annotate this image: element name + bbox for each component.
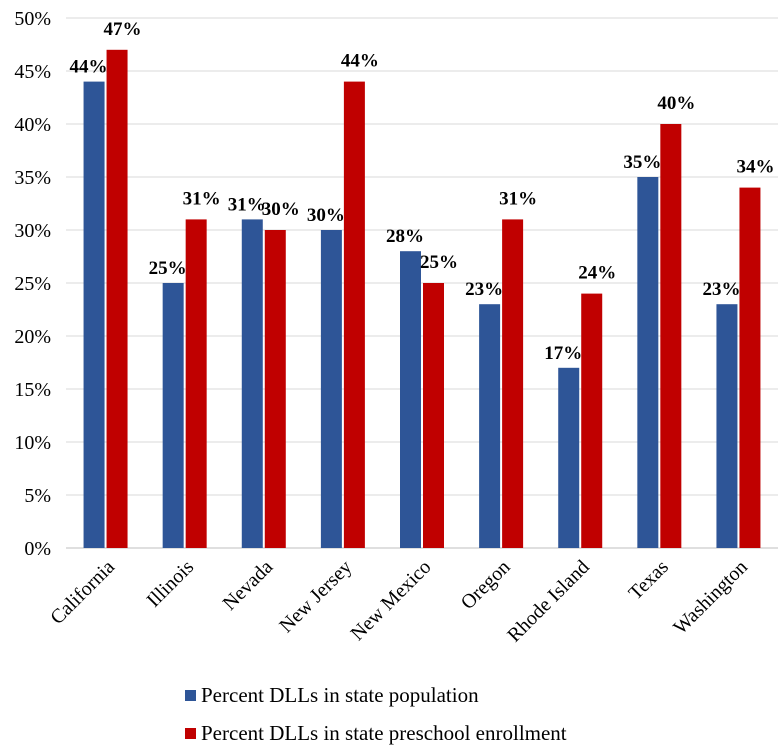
legend-item-enrollment: Percent DLLs in state preschool enrollme… [185, 718, 567, 748]
bar-population [558, 367, 580, 548]
bar-population [479, 304, 501, 548]
data-label: 30% [262, 199, 300, 220]
category-label: New Jersey [275, 556, 356, 637]
y-tick-label: 35% [14, 167, 51, 189]
y-tick-label: 30% [14, 220, 51, 242]
bar-population [637, 177, 659, 548]
legend-item-population: Percent DLLs in state population [185, 680, 567, 710]
data-label: 24% [578, 263, 616, 284]
bar-population [241, 219, 263, 548]
y-tick-label: 40% [14, 114, 51, 136]
y-tick-label: 0% [24, 538, 51, 560]
data-label: 30% [307, 205, 345, 226]
data-label: 17% [544, 343, 582, 364]
y-tick-label: 50% [14, 8, 51, 30]
legend-label-enrollment: Percent DLLs in state preschool enrollme… [201, 720, 567, 745]
bar-chart: 0% 5% 10% 15% 20% 25% 30% 35% 40% 45% 50% 44% 25% 31%… [14, 8, 778, 647]
bar-population [400, 251, 421, 548]
bar-enrollment [423, 283, 444, 548]
category-label: Illinois [143, 556, 199, 612]
data-label: 34% [736, 157, 774, 178]
bar-enrollment [185, 219, 207, 548]
bar-enrollment [739, 187, 761, 548]
bar-enrollment [264, 230, 286, 548]
bar-enrollment [660, 124, 682, 548]
data-label: 35% [623, 152, 661, 173]
legend: Percent DLLs in state population Percent… [185, 680, 567, 756]
legend-swatch-enrollment [185, 727, 196, 739]
legend-label-population: Percent DLLs in state population [201, 682, 479, 707]
bar-enrollment [502, 219, 524, 548]
y-tick-label: 15% [14, 379, 51, 401]
data-label: 23% [702, 279, 740, 300]
category-label: New Mexico [347, 556, 436, 645]
category-label: Texas [625, 556, 673, 604]
data-label: 31% [228, 194, 266, 215]
data-label: 28% [386, 226, 424, 247]
y-tick-label: 25% [14, 273, 51, 295]
data-label: 44% [341, 51, 379, 72]
data-label: 25% [420, 252, 458, 273]
y-tick-label: 10% [14, 432, 51, 454]
category-label: Rhode Island [503, 556, 594, 647]
bar-enrollment [581, 293, 603, 548]
bar-population [320, 230, 342, 548]
bar-enrollment [343, 81, 365, 548]
y-tick-label: 20% [14, 326, 51, 348]
data-label: 47% [104, 19, 142, 40]
bar-population [716, 304, 738, 548]
bar-population [83, 81, 105, 548]
y-tick-label: 5% [24, 485, 51, 507]
category-label: Oregon [457, 556, 515, 614]
data-label: 23% [465, 279, 503, 300]
category-label: Nevada [219, 556, 278, 615]
data-label: 25% [149, 258, 187, 279]
category-label: California [46, 556, 119, 629]
data-label: 44% [70, 57, 108, 78]
y-tick-label: 45% [14, 61, 51, 83]
legend-swatch-population [185, 689, 196, 701]
data-label: 40% [657, 93, 695, 114]
bar-enrollment [106, 49, 128, 549]
data-label: 31% [499, 188, 537, 209]
data-label: 31% [183, 188, 221, 209]
category-label: Washington [669, 556, 752, 639]
bar-population [162, 283, 184, 548]
